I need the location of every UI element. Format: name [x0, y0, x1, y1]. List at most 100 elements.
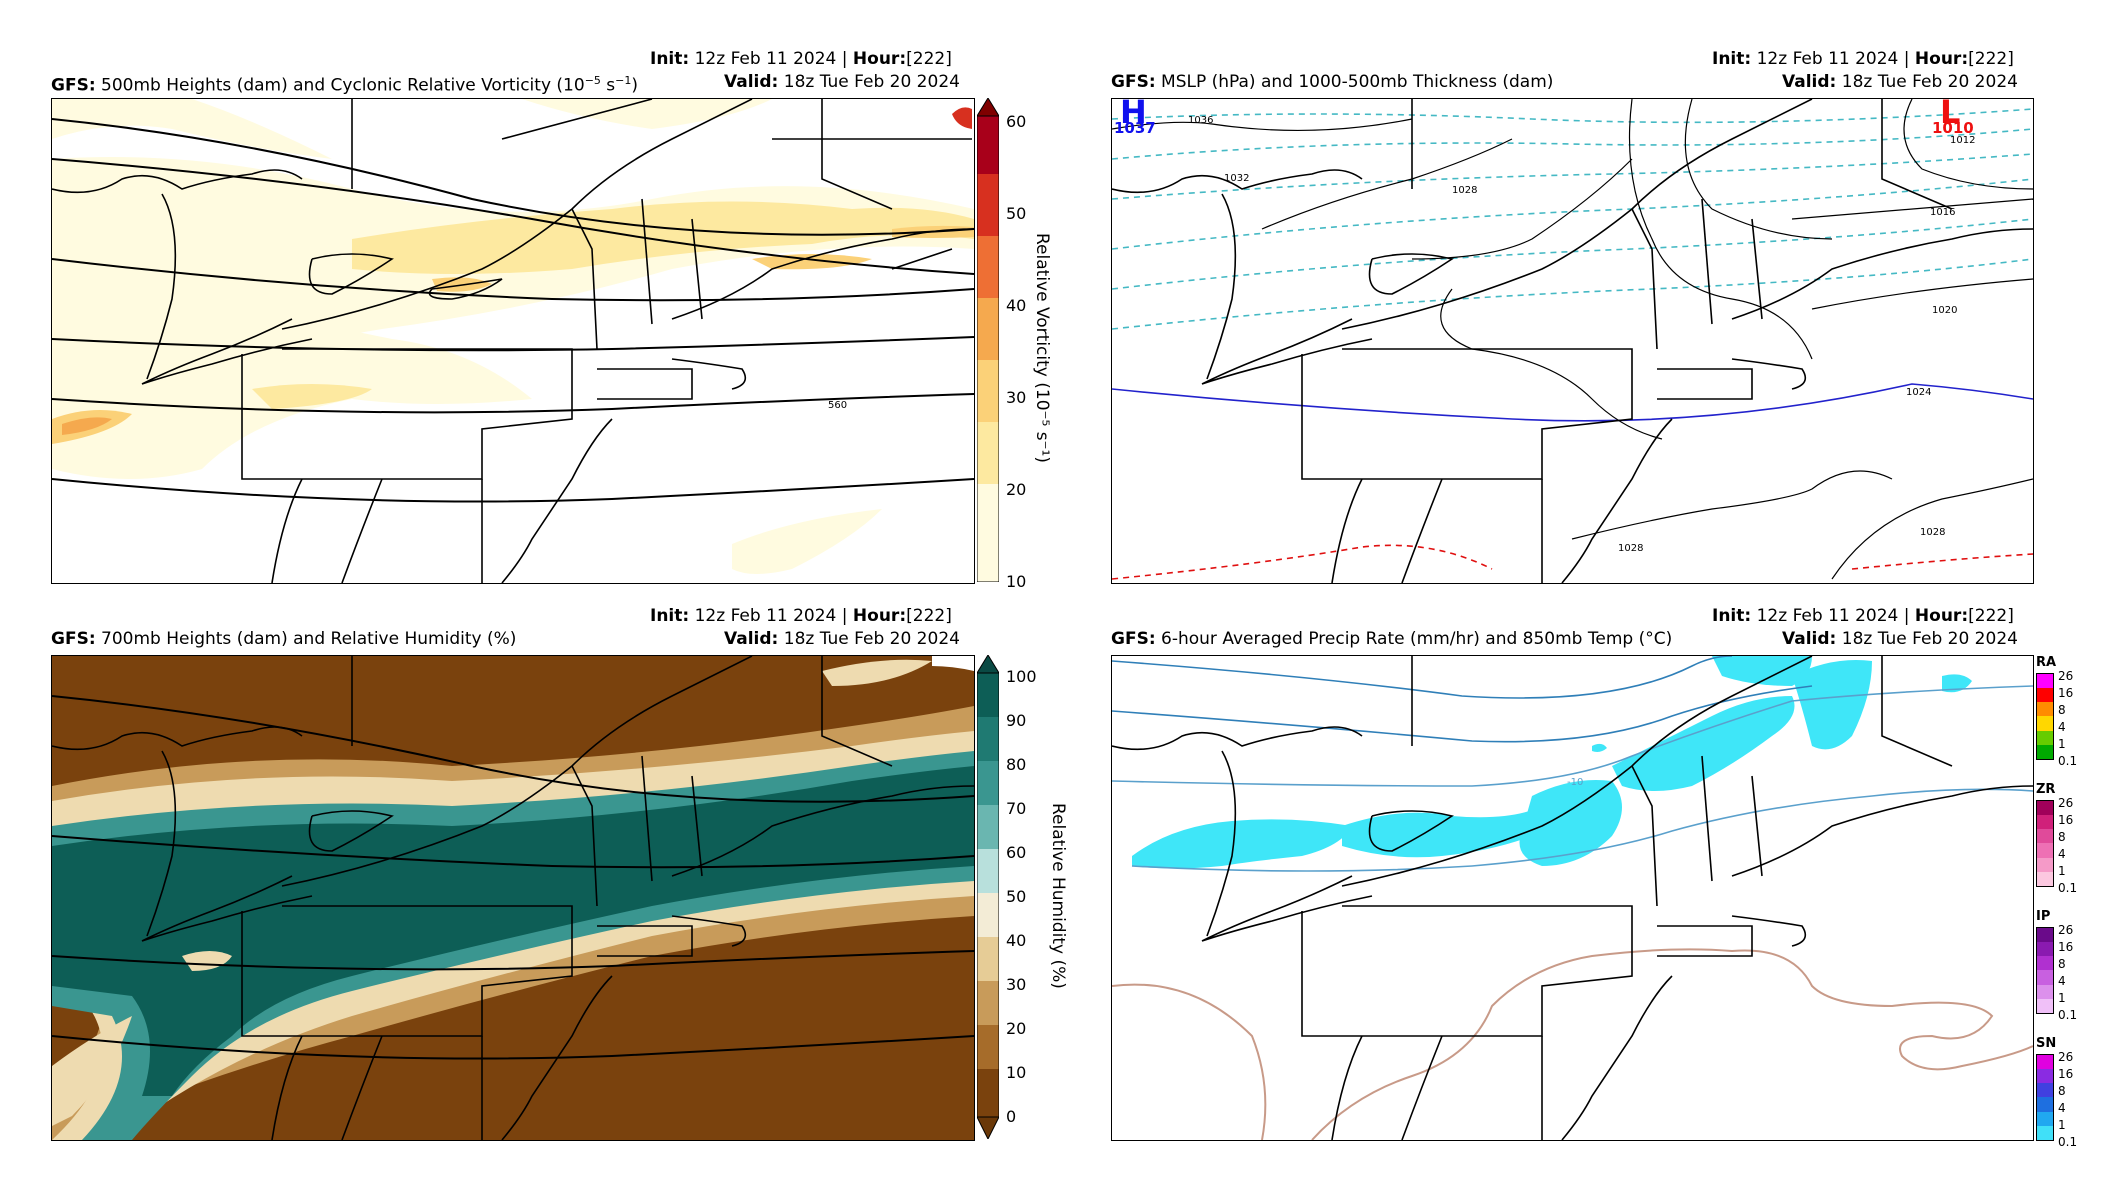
ptype-color-segment [2037, 928, 2053, 943]
vorticity-map: 560 [51, 98, 975, 584]
ptype-tick: 0.1 [2058, 1135, 2078, 1149]
rh-colorbar-title: Relative Humidity (%) [1048, 803, 1068, 989]
temp-contours-warm [1112, 948, 2033, 1140]
rh-tick-90: 90 [1006, 711, 1027, 730]
isobar-label: 1016 [1930, 207, 1956, 218]
ptype-tick: 8 [2058, 957, 2066, 971]
ptype-colorbar-zr [2036, 800, 2054, 887]
rh-tick-0: 0 [1006, 1107, 1017, 1126]
ptype-tick: 26 [2058, 796, 2074, 810]
ptype-tick: 1 [2058, 737, 2066, 751]
isobar-label: 1020 [1932, 305, 1958, 316]
low-pressure-letter: L [1940, 98, 1961, 131]
rh-map [51, 655, 975, 1141]
ptype-color-segment [2037, 688, 2053, 703]
ptype-color-segment [2037, 956, 2053, 971]
geography-lines [52, 656, 974, 1140]
ptype-tick: 4 [2058, 974, 2066, 988]
height-contour-label: 560 [828, 400, 847, 411]
ptype-tick: 8 [2058, 830, 2066, 844]
rh-tick-20: 20 [1006, 1019, 1027, 1038]
isobar-label: 1036 [1188, 115, 1214, 126]
vorticity-colorbar [976, 97, 1000, 583]
ptype-color-segment [2037, 801, 2053, 816]
rh-tick-70: 70 [1006, 799, 1027, 818]
ptype-color-segment [2037, 984, 2053, 999]
low-pressure-value: 1010 [1932, 119, 1974, 137]
ptype-color-segment [2037, 1125, 2053, 1140]
ptype-color-segment [2037, 702, 2053, 717]
isobar-label: 1032 [1224, 173, 1250, 184]
panel-title: GFS: 500mb Heights (dam) and Cyclonic Re… [51, 74, 639, 96]
ptype-title-ra: RA [2036, 655, 2057, 670]
ptype-tick: 0.1 [2058, 881, 2078, 895]
ptype-title-zr: ZR [2036, 782, 2056, 797]
geography-lines [1112, 99, 2033, 583]
ptype-colorbar-sn [2036, 1054, 2054, 1141]
ptype-color-segment [2037, 829, 2053, 844]
ptype-title-sn: SN [2036, 1036, 2057, 1051]
ptype-tick: 0.1 [2058, 1008, 2078, 1022]
ptype-tick: 26 [2058, 1050, 2074, 1064]
thickness-contours-warm [1112, 544, 2033, 580]
valid-line: Valid: 18z Tue Feb 20 2024 [1782, 72, 2018, 92]
height-contours [52, 695, 974, 1060]
rh-tick-100: 100 [1006, 667, 1037, 686]
ptype-tick: 16 [2058, 813, 2074, 827]
ptype-tick: 16 [2058, 686, 2074, 700]
height-contours [52, 118, 974, 503]
vort-tick-60: 60 [1006, 112, 1027, 131]
ptype-color-segment [2037, 716, 2053, 731]
ptype-tick: 4 [2058, 847, 2066, 861]
ptype-colorbar-ip [2036, 927, 2054, 1014]
geography-lines [1112, 656, 2033, 1140]
panel-title: GFS: MSLP (hPa) and 1000-500mb Thickness… [1111, 72, 1554, 92]
init-line: Init: 12z Feb 11 2024 | Hour:[222] [650, 606, 952, 626]
valid-line: Valid: 18z Tue Feb 20 2024 [724, 629, 960, 649]
vort-tick-30: 30 [1006, 388, 1027, 407]
temp-contour-label: -10 [1567, 777, 1584, 788]
isobar-label: 1012 [1950, 135, 1976, 146]
ptype-colorbar-ra [2036, 673, 2054, 760]
precip-map: -10 [1111, 655, 2034, 1141]
ptype-color-segment [2037, 1069, 2053, 1084]
valid-line: Valid: 18z Tue Feb 20 2024 [724, 72, 960, 92]
isobar-label: 1024 [1906, 387, 1932, 398]
ptype-color-segment [2037, 857, 2053, 872]
panel-title: GFS: 700mb Heights (dam) and Relative Hu… [51, 629, 517, 649]
vort-tick-20: 20 [1006, 480, 1027, 499]
vorticity-colorbar-title: Relative Vorticity (10⁻⁵ s⁻¹) [1032, 233, 1052, 463]
ptype-tick: 26 [2058, 669, 2074, 683]
high-pressure-value: 1037 [1114, 119, 1156, 137]
isobar-label: 1028 [1618, 543, 1644, 554]
rh-tick-60: 60 [1006, 843, 1027, 862]
ptype-color-segment [2037, 1055, 2053, 1070]
thickness-540-line [1112, 383, 2033, 422]
isobar-label: 1028 [1920, 527, 1946, 538]
ptype-color-segment [2037, 1097, 2053, 1112]
ptype-tick: 8 [2058, 1084, 2066, 1098]
temp-contours [1112, 685, 2033, 872]
ptype-color-segment [2037, 815, 2053, 830]
vort-tick-50: 50 [1006, 204, 1027, 223]
ptype-color-segment [2037, 730, 2053, 745]
ptype-color-segment [2037, 998, 2053, 1013]
isobars [1112, 99, 2033, 580]
ptype-title-ip: IP [2036, 909, 2051, 924]
ptype-color-segment [2037, 1083, 2053, 1098]
ptype-color-segment [2037, 843, 2053, 858]
ptype-color-segment [2037, 1111, 2053, 1126]
ptype-color-segment [2037, 970, 2053, 985]
ptype-tick: 16 [2058, 1067, 2074, 1081]
isobar-label: 1028 [1452, 185, 1478, 196]
ptype-color-segment [2037, 744, 2053, 759]
rh-colorbar [976, 654, 1000, 1141]
init-line: Init: 12z Feb 11 2024 | Hour:[222] [1712, 606, 2014, 626]
ptype-tick: 1 [2058, 991, 2066, 1005]
rh-shading [52, 656, 974, 1140]
ptype-tick: 4 [2058, 720, 2066, 734]
snow-precip-shading [1132, 656, 1972, 869]
ptype-tick: 26 [2058, 923, 2074, 937]
vorticity-shading [52, 99, 974, 574]
ptype-tick: 8 [2058, 703, 2066, 717]
